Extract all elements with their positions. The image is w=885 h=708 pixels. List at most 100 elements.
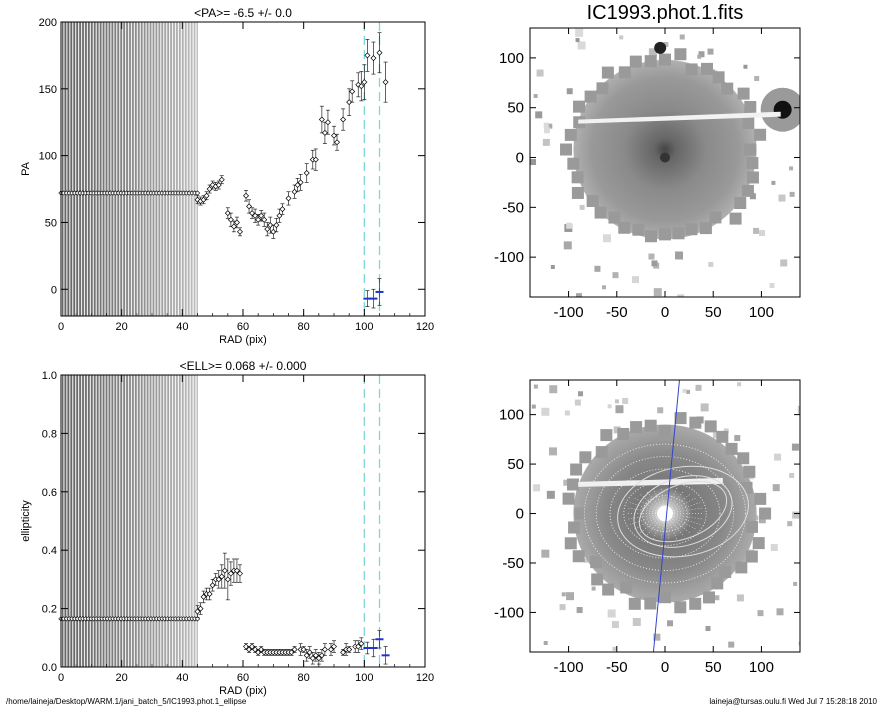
y-tick-label: 200 [39,17,57,29]
edge-block [685,223,698,236]
y-axis-label: PA [20,161,32,176]
edge-block [737,87,750,100]
data-point [258,212,265,219]
data-point [312,652,319,659]
noise-pixel [728,641,735,648]
noise-pixel [648,253,655,260]
y-tick-label: 50 [507,456,524,473]
data-point [358,640,365,647]
noise-pixel [700,403,709,412]
noise-pixel [792,511,800,519]
noise-pixel [614,399,619,404]
edge-block [596,82,609,95]
data-point [288,649,295,656]
noise-pixel [575,28,584,37]
data-point [321,129,328,136]
noise-pixel [566,222,573,229]
edge-block [742,117,755,130]
edge-block [568,521,581,534]
position-angle-line [652,380,680,652]
data-point [200,196,207,203]
data-point [355,81,362,88]
y-tick-label: -100 [494,249,524,266]
data-point [346,646,353,653]
image-artifact-streak [578,111,781,124]
edge-block [659,591,671,604]
edge-block [716,430,729,443]
data-point [221,567,228,574]
edge-block [700,62,713,75]
image-body [530,28,800,297]
noise-pixel [651,260,658,267]
noise-pixel [576,607,583,614]
x-tick-label: 100 [355,672,373,684]
data-point [246,646,253,653]
noise-pixel [759,230,766,237]
edge-block [672,227,685,240]
noise-pixel [682,388,687,393]
edge-block [594,206,607,219]
noise-pixel [770,544,778,552]
edge-block [721,82,734,95]
edge-block [745,520,758,533]
data-point [331,132,337,139]
dotted-isophote [595,456,735,571]
data-point [291,646,298,653]
noise-pixel [793,581,798,586]
dotted-isophote [623,481,707,547]
noise-pixel [698,51,705,58]
edge-block [702,591,715,604]
data-point [227,570,234,577]
x-tick-label: 100 [749,304,774,321]
data-point [303,652,310,659]
data-point [355,643,362,650]
x-tick-label: 50 [705,304,722,321]
noise-pixel [772,484,780,492]
y-tick-label: 0 [516,150,524,167]
edge-block [659,425,671,438]
noise-pixel [653,288,662,297]
noise-pixel [612,272,619,279]
edge-block [689,416,702,429]
dotted-isophote [583,443,747,584]
data-point [264,226,271,233]
edge-block [719,565,732,578]
edge-block [564,128,577,141]
edge-block [601,66,614,79]
edge-block [644,419,657,432]
dotted-isophote [609,468,721,559]
data-point [230,223,237,230]
data-point [294,182,301,189]
noise-pixel [577,41,586,50]
x-tick-label: -50 [606,304,628,321]
edge-block [620,581,633,594]
edge-block [746,171,759,184]
data-point [285,195,292,202]
x-tick-label: 0 [58,321,64,333]
noise-pixel [791,443,799,451]
radial-spoke [664,493,691,514]
radial-spoke [664,513,685,537]
noise-pixel [533,93,538,98]
noise-pixel [686,389,691,394]
edge-block [579,451,592,464]
data-point [297,179,304,186]
data-point [246,203,253,210]
data-point [249,210,256,217]
noise-pixel [663,42,669,48]
noise-pixel [780,259,788,267]
x-axis-label: RAD (pix) [219,685,267,697]
x-tick-label: 80 [298,321,310,333]
edge-block [711,577,724,590]
edge-block [602,583,615,596]
x-tick-label: 100 [749,659,774,676]
edge-block [567,157,580,170]
noise-pixel [578,391,584,397]
noise-pixel [743,64,748,69]
edge-block [704,420,717,433]
edge-block [699,222,712,235]
y-tick-label: 50 [507,100,524,117]
edge-block [571,186,584,199]
noise-pixel [736,594,744,602]
